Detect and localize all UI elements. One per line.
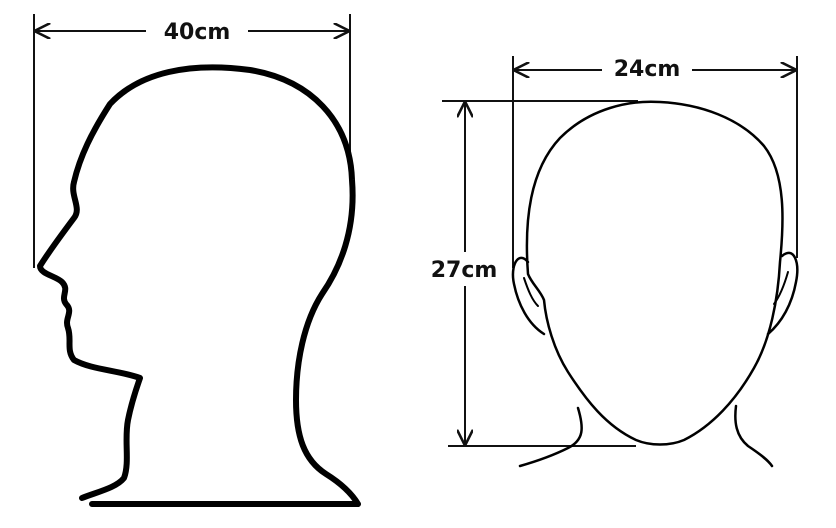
- right-ear-outline: [766, 251, 799, 336]
- face-outline: [525, 100, 784, 446]
- front-height-label: 27cm: [431, 258, 498, 283]
- left-ear-outline: [511, 256, 546, 336]
- front-width-label: 24cm: [614, 57, 681, 82]
- side-width-label: 40cm: [164, 20, 231, 45]
- left-ear-inner: [523, 277, 539, 307]
- front-height-label-bg: [425, 252, 503, 286]
- front-view: 24cm 27cm: [425, 52, 799, 468]
- front-width-label-bg: [602, 52, 692, 86]
- right-ear-inner: [773, 271, 789, 305]
- neck-right-line: [734, 404, 774, 468]
- neck-left-line: [518, 406, 583, 468]
- head-profile-outline: [37, 64, 361, 507]
- side-width-label-bg: [146, 14, 248, 48]
- side-view: 40cm: [33, 14, 361, 507]
